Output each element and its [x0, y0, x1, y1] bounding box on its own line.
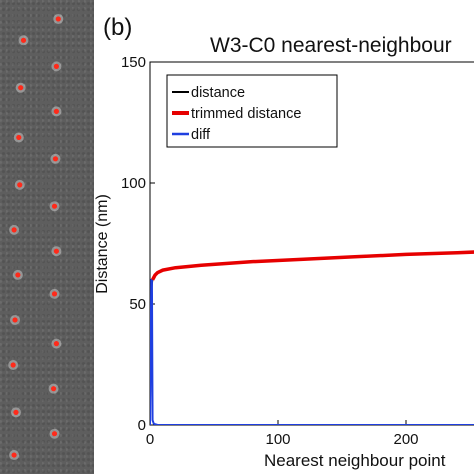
spot-marker	[53, 108, 60, 114]
spot-marker	[11, 227, 17, 233]
y-tick-label: 50	[129, 296, 146, 313]
spot-marker	[18, 85, 24, 91]
spot-marker	[20, 37, 27, 43]
x-tick-label: 100	[265, 431, 290, 448]
nearest-neighbour-chart: W3-C0 nearest-neighbour Distance (nm) Ne…	[94, 34, 474, 470]
plot-area: 0501001500100200300400distancetrimmed di…	[121, 54, 474, 448]
x-tick-label: 200	[393, 431, 418, 448]
legend-entry: distance	[191, 85, 245, 101]
spot-marker	[15, 272, 21, 278]
legend-entry: diff	[191, 127, 211, 143]
micrograph-spots	[8, 13, 64, 461]
spot-marker	[51, 203, 58, 209]
y-tick-label: 0	[138, 417, 146, 434]
spot-marker	[53, 341, 60, 347]
spot-marker	[13, 409, 19, 415]
series-line-trimmed-distance	[151, 250, 474, 281]
y-tick-label: 150	[121, 54, 146, 71]
panel-label: (b)	[103, 14, 133, 41]
series-line-distance	[150, 251, 474, 425]
y-axis-label: Distance (nm)	[94, 194, 111, 294]
spot-marker	[12, 317, 18, 323]
legend-entry: trimmed distance	[191, 106, 301, 122]
spot-marker	[55, 16, 61, 22]
spot-marker	[51, 431, 58, 437]
x-tick-label: 0	[146, 431, 154, 448]
spot-marker	[16, 134, 22, 141]
spot-marker	[50, 386, 57, 392]
y-tick-label: 100	[121, 175, 146, 192]
spot-marker	[17, 182, 23, 188]
spot-marker	[10, 362, 16, 368]
spot-marker	[52, 156, 59, 162]
series-line-diff	[150, 278, 474, 425]
spot-marker	[51, 291, 58, 297]
series-group	[150, 250, 474, 425]
legend-box	[166, 74, 338, 148]
spot-marker	[53, 248, 60, 254]
chart-title: W3-C0 nearest-neighbour	[210, 34, 452, 57]
spot-marker	[53, 63, 60, 69]
spot-marker	[11, 452, 17, 458]
x-axis-label: Nearest neighbour point	[264, 451, 446, 470]
micrograph-panel	[0, 0, 94, 474]
